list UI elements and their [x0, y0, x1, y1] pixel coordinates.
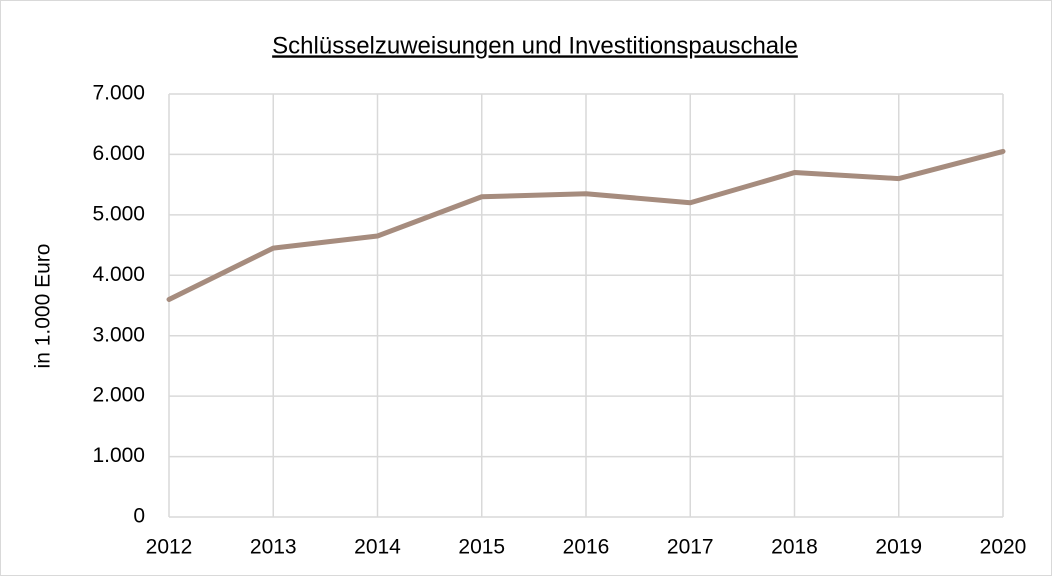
y-tick-label: 5.000 [92, 202, 145, 225]
x-tick-label: 2012 [146, 536, 193, 559]
y-tick-label: 3.000 [92, 323, 145, 346]
y-tick-label: 4.000 [92, 263, 145, 286]
data-line [166, 148, 1006, 302]
x-tick-label: 2017 [667, 536, 714, 559]
x-tick-label: 2018 [771, 536, 818, 559]
y-tick-label: 0 [133, 505, 145, 528]
x-tick-label: 2016 [563, 536, 610, 559]
y-tick-label: 7.000 [92, 82, 145, 105]
y-tick-label: 1.000 [92, 444, 145, 467]
y-tick-label: 2.000 [92, 384, 145, 407]
x-tick-label: 2020 [980, 536, 1027, 559]
y-tick-label: 6.000 [92, 142, 145, 165]
y-axis-label: in 1.000 Euro [32, 244, 55, 369]
chart-title: Schlüsselzuweisungen und Investitionspau… [272, 32, 798, 59]
x-tick-label: 2015 [458, 536, 505, 559]
x-tick-label: 2019 [875, 536, 922, 559]
x-tick-label: 2014 [354, 536, 401, 559]
x-tick-label: 2013 [250, 536, 297, 559]
